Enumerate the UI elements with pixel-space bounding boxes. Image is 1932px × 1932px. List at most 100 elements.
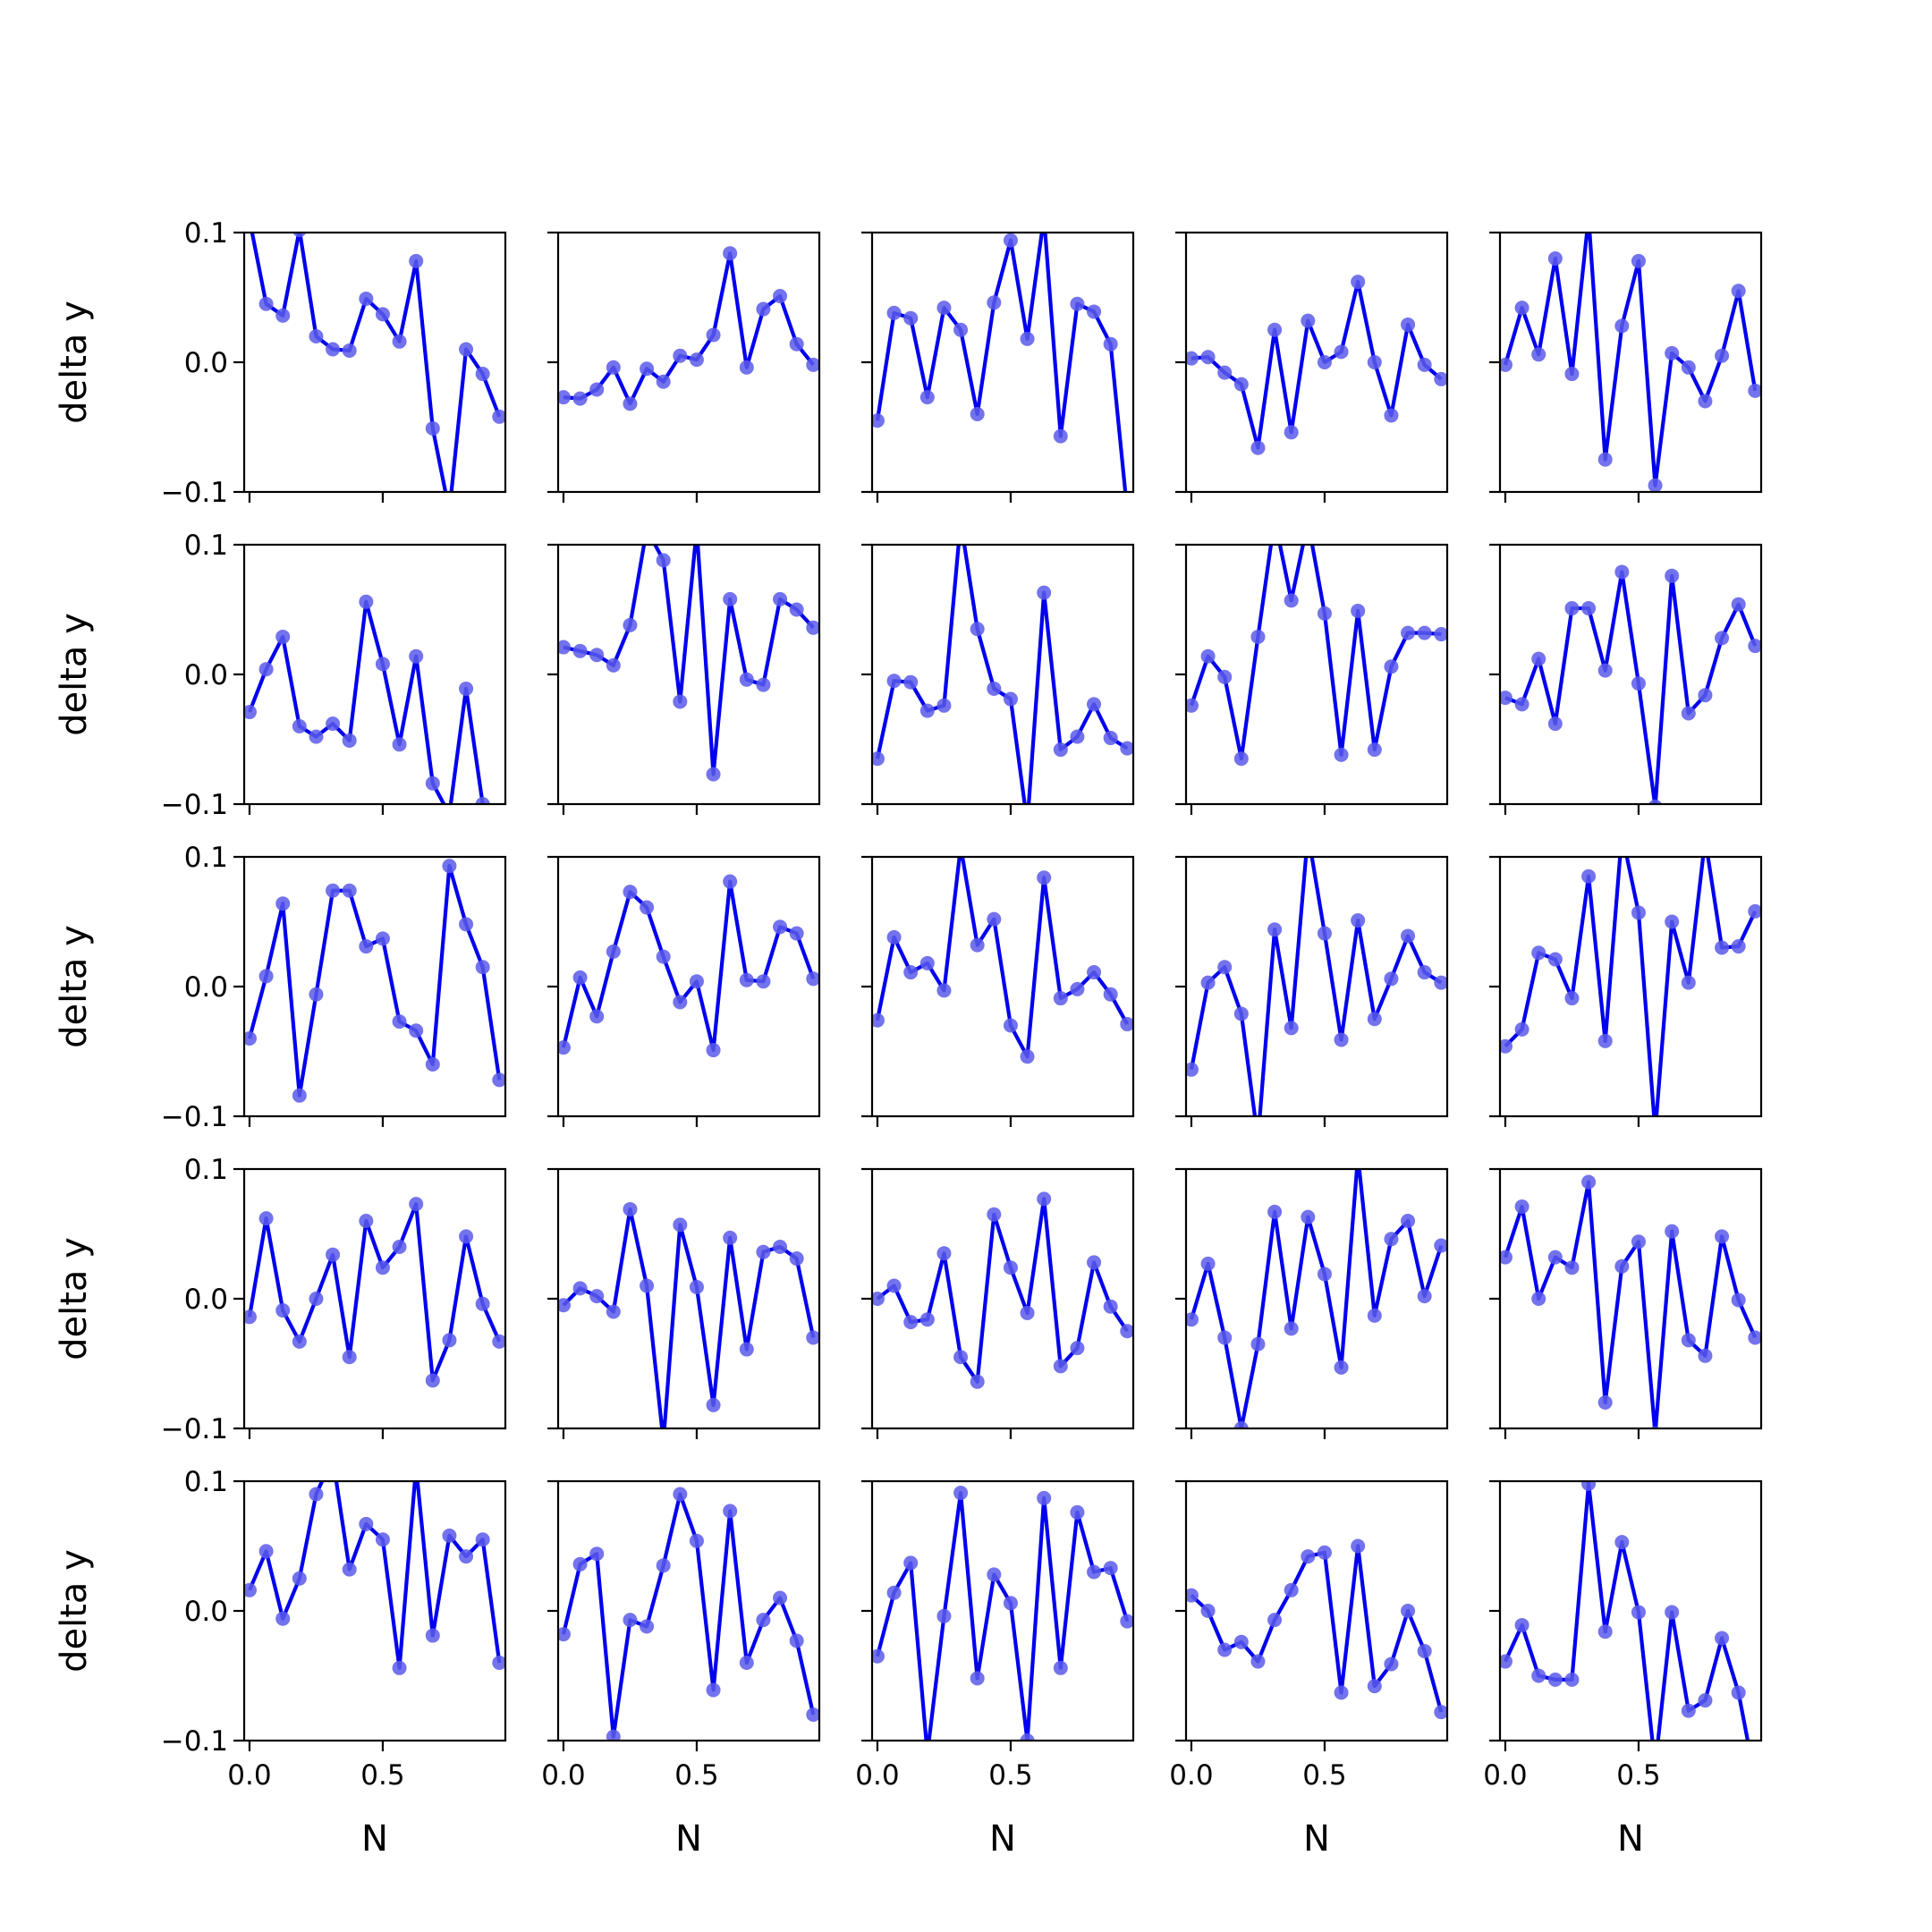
data-point [1748, 383, 1761, 398]
data-point [258, 1211, 274, 1226]
data-point [1531, 945, 1546, 961]
data-point [1401, 1604, 1416, 1618]
data-point [392, 334, 407, 349]
data-point [1547, 1250, 1563, 1265]
data-point [987, 295, 1002, 310]
data-point [392, 1240, 407, 1254]
data-point [1351, 913, 1366, 928]
data-point [953, 1350, 969, 1365]
data-point [275, 308, 291, 323]
data-point [706, 327, 721, 343]
data-point [1547, 1672, 1563, 1687]
data-point [987, 911, 1002, 927]
data-point [1003, 691, 1018, 707]
data-point [572, 1556, 588, 1572]
data-point [258, 662, 274, 677]
subplot-r1-c2 [547, 231, 821, 503]
data-point [572, 1281, 588, 1296]
data-point [1217, 1330, 1233, 1345]
subplot-r4-c3 [861, 1167, 1135, 1439]
series-group [1500, 1481, 1750, 1741]
data-point [903, 1315, 919, 1330]
data-point [1070, 1341, 1085, 1356]
data-point [1384, 659, 1399, 674]
data-point [756, 301, 771, 317]
data-point [409, 1197, 424, 1212]
y-tick-label: 0.0 [184, 1596, 228, 1628]
data-point [1564, 601, 1580, 616]
data-point [1087, 965, 1102, 980]
data-point [689, 352, 704, 368]
data-point [1681, 360, 1696, 375]
data-point [1317, 355, 1332, 369]
data-point [572, 391, 588, 406]
data-point [326, 1247, 341, 1262]
x-axis-label: N [675, 1818, 702, 1860]
data-point [1053, 428, 1068, 444]
data-point [1334, 747, 1349, 762]
data-point [1301, 1549, 1316, 1564]
data-point [359, 1214, 374, 1228]
data-point [706, 767, 721, 782]
data-point [1070, 729, 1085, 744]
data-point [1731, 597, 1746, 612]
data-point [773, 591, 788, 606]
data-point [1250, 1132, 1265, 1147]
data-point [572, 643, 588, 658]
series-group [558, 1201, 819, 1428]
data-point [326, 342, 341, 357]
data-point [1186, 351, 1199, 366]
data-point [1581, 869, 1597, 884]
subplot-r5-c4: 0.0 0.5 N [1169, 1479, 1449, 1860]
data-point [623, 617, 638, 632]
data-point [1564, 991, 1580, 1006]
data-point [309, 1487, 324, 1502]
data-point [953, 839, 968, 853]
data-point [244, 1309, 257, 1325]
data-point [1731, 1685, 1746, 1700]
data-point [1597, 1033, 1613, 1048]
x-tick-label: 0.5 [360, 1759, 404, 1792]
data-point [723, 874, 738, 889]
series-line [1504, 570, 1758, 804]
data-point [1120, 1614, 1133, 1629]
data-point [1665, 1605, 1680, 1620]
x-tick-label: 0.5 [1302, 1759, 1346, 1792]
data-point [425, 1628, 440, 1643]
data-point [1021, 817, 1035, 831]
y-tick-label: 0.0 [184, 1284, 228, 1316]
data-point [1233, 377, 1249, 392]
data-point [919, 703, 935, 718]
data-point [756, 677, 771, 692]
axes-frame [556, 855, 821, 1118]
x-axis-label: N [1303, 1818, 1330, 1860]
data-point [623, 885, 638, 900]
data-point [987, 681, 1002, 696]
data-point [475, 367, 490, 382]
data-point [706, 1397, 721, 1412]
data-point [475, 1296, 490, 1311]
data-point [1120, 1324, 1133, 1339]
data-point [1334, 1032, 1349, 1047]
data-point [1186, 698, 1199, 713]
axes-frame [242, 855, 507, 1118]
data-point [970, 407, 985, 421]
data-point [242, 213, 257, 227]
data-point [606, 360, 621, 375]
axes-frame [242, 543, 507, 806]
data-point [326, 883, 341, 898]
data-point [425, 420, 440, 436]
data-point [1087, 304, 1102, 319]
data-point [886, 305, 902, 320]
data-point [789, 1633, 804, 1648]
series-group [1186, 1538, 1447, 1720]
data-point [689, 1533, 704, 1548]
data-point [1648, 478, 1663, 492]
data-point [1748, 639, 1761, 654]
subplot-r1-c4 [1175, 231, 1449, 503]
data-point [1020, 1305, 1035, 1320]
subplot-r3-c3 [861, 839, 1135, 1127]
data-point [442, 1333, 457, 1348]
data-point [1250, 629, 1266, 644]
